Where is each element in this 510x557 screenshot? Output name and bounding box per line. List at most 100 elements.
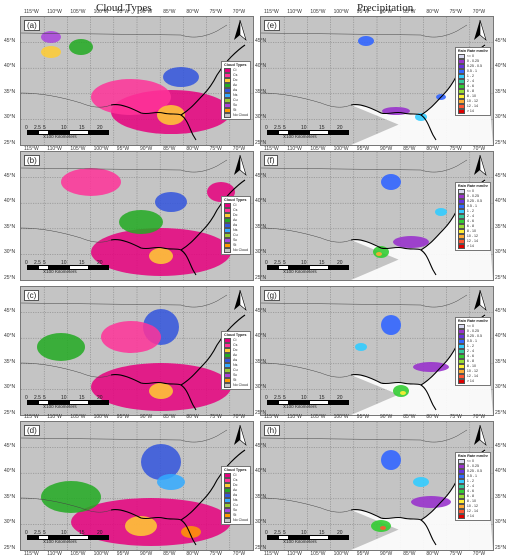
longitude-label: 80°W (186, 9, 199, 15)
coastline (110, 314, 246, 411)
longitude-label: 100°W (93, 146, 109, 152)
legend-swatch (224, 112, 232, 118)
latitude-label: 40°N (255, 63, 267, 70)
latitude-label: 40°N (255, 198, 267, 205)
legend-item: Cs (224, 342, 248, 348)
scale-tick-label: 15 (79, 395, 85, 401)
latitude-label: 35°N (255, 493, 267, 500)
latitude-label: 45°N (495, 442, 507, 449)
scale-tick-label: 15 (79, 260, 85, 266)
legend-swatch (457, 323, 465, 329)
legend-label: Sc (233, 237, 238, 242)
legend-label: Dc (233, 212, 238, 217)
scale-bar-segments (267, 130, 349, 135)
scale-tick-label: 15 (79, 125, 85, 131)
latitude-label: 35°N (495, 493, 507, 500)
legend-swatch (224, 367, 232, 373)
legend-label: Ci (233, 472, 237, 477)
legend-swatch (224, 487, 232, 493)
legend-swatch (457, 93, 465, 99)
scale-tick-label: 10 (301, 125, 307, 131)
scale-tick-label: 10 (301, 530, 307, 536)
legend-item: Cu (224, 367, 248, 373)
legend-item: 12 - 14 (457, 508, 488, 514)
scale-tick-label: 5 (43, 125, 46, 131)
legend-item: 0.5 - 1 (457, 203, 488, 209)
longitude-label: 110°W (47, 551, 62, 557)
latitude-label: 40°N (495, 63, 507, 70)
legend-label: Dc (233, 347, 238, 352)
legend-item: 10 - 12 (457, 503, 488, 509)
scale-bar-segments (27, 535, 109, 540)
north-arrow-icon (231, 424, 249, 447)
longitude-label: 95°W (116, 146, 130, 152)
cloud-types-header: Cloud Types (96, 2, 152, 14)
legend-label: 0 - 0.25 (466, 463, 480, 468)
longitude-label: 75°W (449, 414, 462, 420)
latitude-label: 30°N (4, 519, 16, 526)
legend-swatch (457, 468, 465, 474)
legend-item: 0.25 - 0.5 (457, 63, 488, 69)
cloud-map-graphic (21, 17, 253, 145)
legend-item: 0 - 0.25 (457, 463, 488, 469)
legend-label: 4 - 6 (466, 488, 475, 493)
latitude-label: 45°N (495, 172, 507, 179)
legend-item: 8 - 10 (457, 93, 488, 99)
legend-label: 2 - 4 (466, 348, 475, 353)
country-border (261, 159, 468, 243)
legend-swatch (457, 63, 465, 69)
longitude-label: 70°W (232, 9, 246, 15)
longitude-label: 70°W (232, 551, 246, 557)
legend-swatch (457, 488, 465, 494)
coastline (110, 179, 246, 276)
legend-item: 4 - 6 (457, 488, 488, 494)
scale-tick-label: 5 (283, 260, 286, 266)
longitude-label: 110°W (287, 551, 302, 557)
legend-swatch (224, 222, 232, 228)
legend-swatch (224, 102, 232, 108)
scale-tick-label: 0 (265, 125, 268, 131)
longitude-label: 115°W (264, 9, 279, 15)
legend-label: 8 - 10 (466, 93, 477, 98)
legend-label: As (233, 357, 238, 362)
legend-label: > 14 (466, 108, 474, 113)
legend-swatch (457, 513, 465, 519)
scale-tick-label: 15 (319, 125, 325, 131)
longitude-label: 110°W (287, 414, 302, 420)
longitude-label: 100°W (93, 414, 109, 420)
scale-tick-label: 0 (265, 395, 268, 401)
longitude-label: 115°W (264, 551, 279, 557)
legend-swatch (457, 188, 465, 194)
latitude-label: 45°N (255, 37, 267, 44)
legend-item: 12 - 14 (457, 103, 488, 109)
legend-label: 10 - 12 (466, 233, 479, 238)
scale-unit-label: X100 Kilometers (43, 539, 77, 544)
legend-item: > 14 (457, 378, 488, 384)
legend-swatch (224, 482, 232, 488)
legend-label: 12 - 14 (466, 103, 479, 108)
country-border (261, 429, 468, 513)
scale-tick-label: 0 (25, 530, 28, 536)
scale-tick-label: 2.5 (34, 125, 41, 131)
scale-tick-label: 0 (265, 260, 268, 266)
legend-item: Cs (224, 72, 248, 78)
legend-swatch (457, 493, 465, 499)
longitude-label: 105°W (70, 551, 86, 557)
cloud-map-graphic (21, 422, 253, 550)
legend-swatch (457, 498, 465, 504)
legend-label: Ac (233, 82, 238, 87)
panel-letter: (h) (264, 425, 280, 436)
legend-swatch (224, 372, 232, 378)
panel-letter: (b) (24, 155, 40, 166)
longitude-label: 105°W (310, 9, 326, 15)
legend-label: 0.25 - 0.5 (466, 198, 483, 203)
latitude-label: 35°N (495, 88, 507, 95)
legend-label: Ns (233, 362, 238, 367)
latitude-label: 45°N (4, 307, 16, 314)
latitude-label: 40°N (4, 63, 16, 70)
latitude-label: 40°N (4, 333, 16, 340)
scale-tick-label: 2.5 (274, 395, 281, 401)
